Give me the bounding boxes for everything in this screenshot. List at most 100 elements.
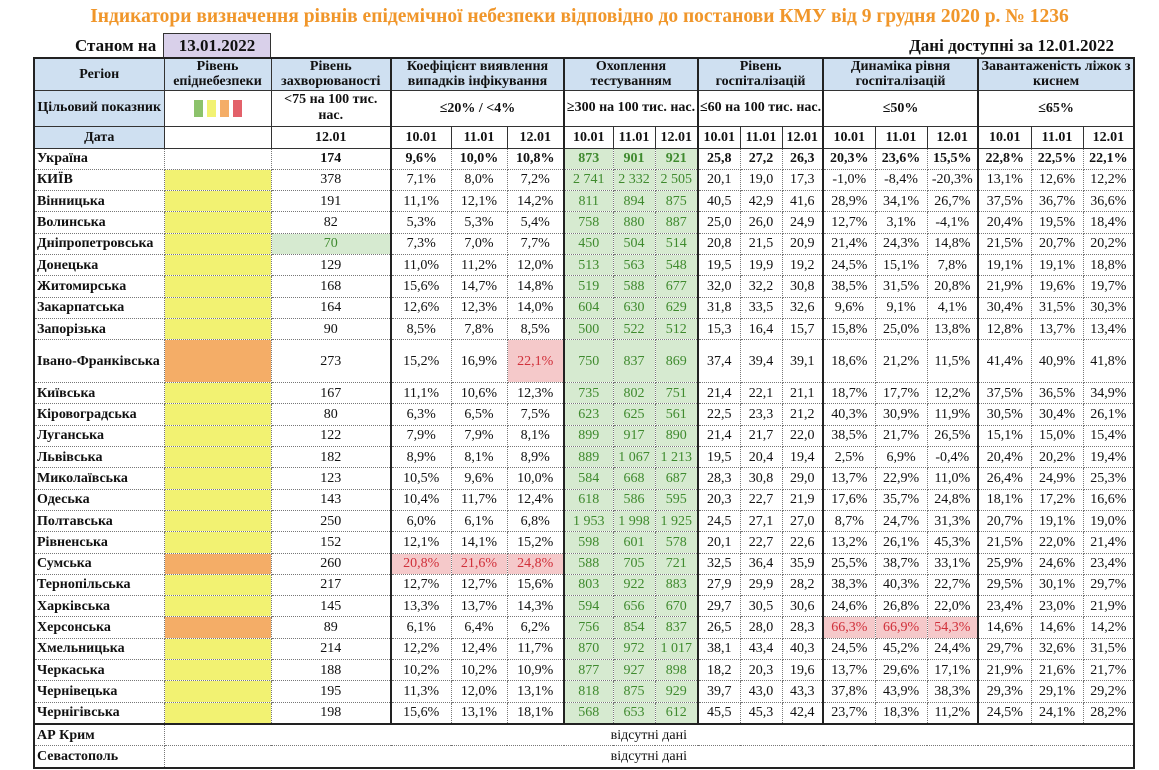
date-beds-2: 12.01 [1082,125,1135,149]
test-value: 837 [612,339,656,384]
coef-value: 20,8% [390,552,452,575]
beds-value: 21,5% [977,232,1032,255]
region-name: Харківська [33,595,165,618]
hosp-value: 21,1 [781,382,824,405]
beds-value: 30,3% [1082,296,1135,319]
dyn-value: 31,5% [874,275,928,298]
hosp-value: 39,4 [739,339,783,384]
beds-value: 20,7% [1030,232,1084,255]
dyn-value: 11,2% [926,701,979,725]
hosp-value: 15,3 [697,317,741,341]
dyn-value: 34,1% [874,190,928,213]
test-value: 598 [563,531,614,554]
level-indicator [163,446,272,469]
dyn-value: 11,0% [926,467,979,490]
test-value: 588 [612,275,656,298]
coef-value: 12,3% [450,296,508,319]
region-row: Запорізька 90 8,5% 7,8% 8,5% 500 522 512 15,3 16,… [33,317,1135,341]
beds-value: 20,4% [977,211,1032,234]
level-swatch-icon [206,99,216,117]
coef-value: 7,0% [450,232,508,255]
dyn-value: -20,3% [926,168,979,192]
region-name: Львівська [33,446,165,469]
coef-value: 11,2% [450,253,508,277]
coef-value: 11,1% [390,190,452,213]
beds-value: 18,4% [1082,211,1135,234]
test-value: 1 213 [654,446,699,469]
beds-value: 26,1% [1082,403,1135,426]
coef-value: 15,2% [506,531,565,554]
region-row: Закарпатська 164 12,6% 12,3% 14,0% 604 630 629 3… [33,296,1135,319]
beds-value: 24,9% [1030,467,1084,490]
hosp-value: 19,9 [739,253,783,277]
region-name: Хмельницька [33,637,165,661]
coef-value: 6,2% [506,616,565,639]
hosp-value: 30,8 [781,275,824,298]
test-value: 877 [563,659,614,682]
date-coef-2: 12.01 [506,125,565,149]
region-name: Донецька [33,253,165,277]
coef-value: 6,0% [390,509,452,533]
region-name: Закарпатська [33,296,165,319]
test-value: 705 [612,552,656,575]
incidence-value: 250 [270,509,392,533]
hosp-value: 35,9 [781,552,824,575]
incidence-value: 145 [270,595,392,618]
hosp-value: 28,2 [781,573,824,597]
coef-value: 12,2% [390,637,452,661]
coef-value: 10,8% [506,147,565,170]
beds-value: 29,5% [977,573,1032,597]
dyn-value: 2,5% [822,446,876,469]
dyn-value: 24,8% [926,488,979,511]
test-value: 811 [563,190,614,213]
beds-value: 19,0% [1082,509,1135,533]
test-value: 929 [654,680,699,703]
hosp-value: 30,5 [739,595,783,618]
hosp-value: 20,3 [697,488,741,511]
level-indicator [163,659,272,682]
date-beds-1: 11.01 [1030,125,1084,149]
target-dyn: ≤50% [822,89,979,127]
beds-value: 16,6% [1082,488,1135,511]
region-row: Хмельницька 214 12,2% 12,4% 11,7% 870 972 1 017… [33,637,1135,661]
dyn-value: 13,7% [822,659,876,682]
beds-value: 24,1% [1030,701,1084,725]
header-level: Рівень епіднебезпеки [163,57,272,91]
coef-value: 8,1% [450,446,508,469]
hosp-value: 45,5 [697,701,741,725]
coef-value: 6,3% [390,403,452,426]
incidence-value: 191 [270,190,392,213]
test-value: 803 [563,573,614,597]
coef-value: 7,2% [506,168,565,192]
dyn-value: 22,7% [926,573,979,597]
beds-value: 12,6% [1030,168,1084,192]
dyn-value: 22,9% [874,467,928,490]
beds-value: 36,6% [1082,190,1135,213]
dyn-value: 21,7% [874,424,928,448]
dyn-value: 20,8% [926,275,979,298]
incidence-value: 70 [270,232,392,255]
region-row: Вінницька 191 11,1% 12,1% 14,2% 811 894 875 40,5… [33,190,1135,213]
dyn-value: 24,4% [926,637,979,661]
dyn-value: 13,2% [822,531,876,554]
test-value: 890 [654,424,699,448]
dyn-value: -4,1% [926,211,979,234]
hosp-value: 20,1 [697,168,741,192]
region-name: Миколаївська [33,467,165,490]
region-row: Тернопільська 217 12,7% 12,7% 15,6% 803 922 883… [33,573,1135,597]
level-swatch-icon [193,99,203,117]
dyn-value: 17,1% [926,659,979,682]
region-name: Черкаська [33,659,165,682]
hosp-value: 21,2 [781,403,824,426]
level-indicator [163,616,272,639]
beds-value: 22,8% [977,147,1032,170]
beds-value: 17,2% [1030,488,1084,511]
hosp-value: 27,9 [697,573,741,597]
beds-value: 25,3% [1082,467,1135,490]
beds-value: 21,7% [1082,659,1135,682]
test-value: 519 [563,275,614,298]
coef-value: 13,1% [506,680,565,703]
hosp-value: 32,0 [697,275,741,298]
hosp-value: 32,2 [739,275,783,298]
incidence-value: 260 [270,552,392,575]
